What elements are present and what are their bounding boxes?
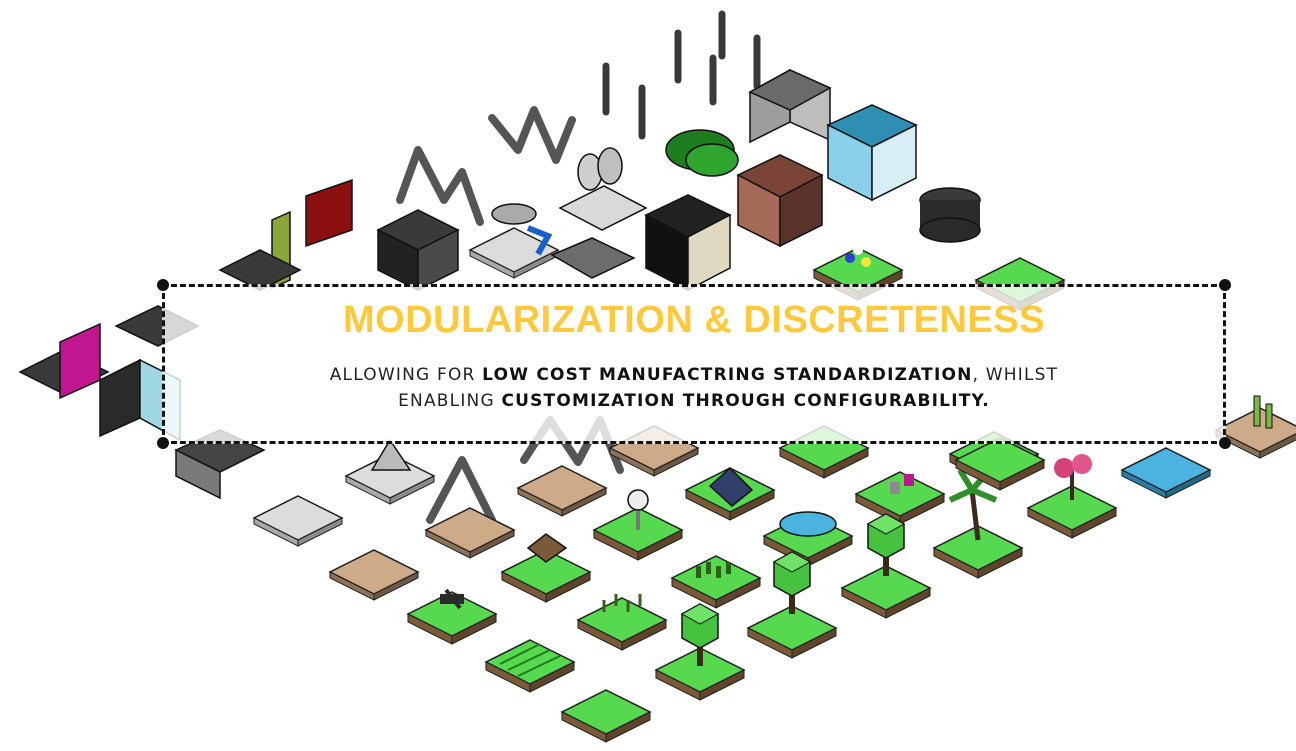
- pole-cluster: [602, 10, 761, 140]
- panel-handle-top-left: [157, 279, 169, 291]
- back-buildings: [218, 68, 1065, 311]
- subtext-line1-pre: ALLOWING FOR: [329, 365, 483, 385]
- subtext-line2-bold: CUSTOMIZATION THROUGH CONFIGURABILITY.: [501, 391, 990, 411]
- subtext-line1-post: , WHILST: [972, 365, 1059, 385]
- tile-grid: [253, 425, 1117, 743]
- panel-handle-bottom-right: [1219, 437, 1231, 449]
- subtext-line1-bold: LOW COST MANUFACTRING STANDARDIZATION: [482, 365, 973, 385]
- subtext: ALLOWING FOR LOW COST MANUFACTRING STAND…: [205, 362, 1183, 414]
- right-pieces: [1121, 395, 1296, 499]
- headline: MODULARIZATION & DISCRETENESS: [342, 299, 1046, 341]
- caption-panel: MODULARIZATION & DISCRETENESS ALLOWING F…: [157, 279, 1231, 449]
- subtext-line2-pre: ENABLING: [398, 391, 502, 411]
- panel-handle-bottom-left: [157, 437, 169, 449]
- panel-handle-top-right: [1219, 279, 1231, 291]
